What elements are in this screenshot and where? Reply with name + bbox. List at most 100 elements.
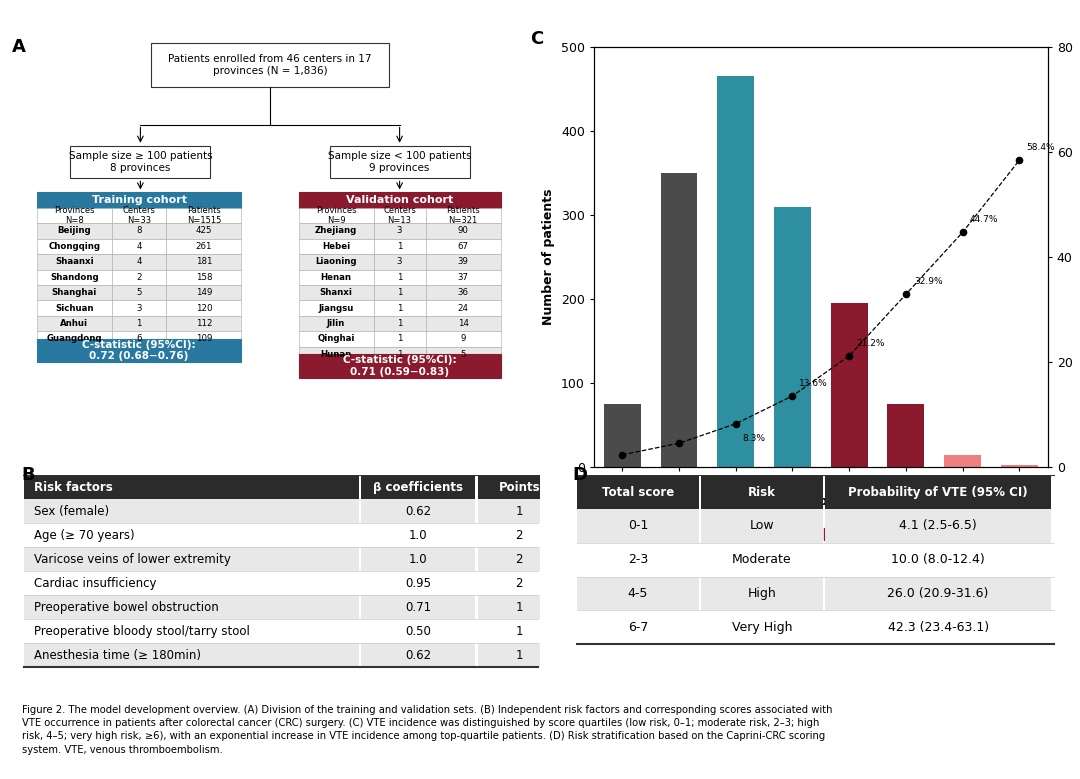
Text: 0.62: 0.62: [405, 505, 431, 518]
Text: 1: 1: [515, 601, 523, 614]
Text: 261: 261: [195, 242, 212, 251]
FancyBboxPatch shape: [37, 301, 112, 315]
Text: Low: Low: [750, 520, 774, 532]
FancyBboxPatch shape: [112, 224, 166, 238]
FancyBboxPatch shape: [825, 475, 1051, 509]
Text: Very High: Very High: [731, 621, 793, 634]
FancyBboxPatch shape: [361, 523, 475, 547]
Text: 0-1: 0-1: [627, 520, 648, 532]
FancyBboxPatch shape: [37, 315, 112, 331]
Text: Provinces
N=8: Provinces N=8: [54, 206, 95, 225]
FancyBboxPatch shape: [477, 619, 561, 643]
FancyBboxPatch shape: [577, 475, 699, 509]
FancyBboxPatch shape: [361, 571, 475, 595]
FancyBboxPatch shape: [361, 475, 475, 499]
FancyBboxPatch shape: [112, 331, 166, 347]
FancyBboxPatch shape: [374, 254, 426, 270]
Text: Hunan: Hunan: [321, 350, 352, 359]
Text: 6-7: 6-7: [627, 621, 648, 634]
Bar: [604, 404, 640, 467]
FancyBboxPatch shape: [426, 224, 501, 238]
Text: 4.6%: 4.6%: [674, 495, 698, 503]
Text: B: B: [22, 467, 35, 485]
FancyBboxPatch shape: [112, 285, 166, 301]
FancyBboxPatch shape: [374, 347, 426, 362]
Text: Henan: Henan: [321, 273, 352, 282]
Text: 21.2%: 21.2%: [856, 339, 885, 348]
Text: Shaanxi: Shaanxi: [55, 257, 94, 266]
FancyBboxPatch shape: [24, 499, 359, 523]
Text: 24: 24: [458, 304, 469, 312]
Text: Provinces
N=9: Provinces N=9: [315, 206, 356, 225]
Text: Figure 2. The model development overview. (A) Division of the training and valid: Figure 2. The model development overview…: [22, 705, 832, 755]
Text: Beijing: Beijing: [57, 227, 91, 235]
Text: Moderate: Moderate: [732, 553, 792, 566]
FancyBboxPatch shape: [477, 547, 561, 571]
FancyBboxPatch shape: [37, 238, 112, 254]
FancyBboxPatch shape: [166, 285, 242, 301]
Text: 2: 2: [515, 576, 523, 590]
FancyBboxPatch shape: [166, 208, 242, 224]
X-axis label: Total points: Total points: [777, 495, 865, 508]
Text: Anesthesia time (≥ 180min): Anesthesia time (≥ 180min): [33, 649, 201, 661]
FancyBboxPatch shape: [361, 643, 475, 667]
Text: Sex (female): Sex (female): [33, 505, 109, 518]
Text: 4-5: 4-5: [627, 587, 648, 600]
Text: 1.0: 1.0: [409, 552, 428, 566]
Text: Sample size ≥ 100 patients
8 provinces: Sample size ≥ 100 patients 8 provinces: [69, 151, 212, 173]
FancyBboxPatch shape: [37, 192, 242, 208]
FancyBboxPatch shape: [298, 254, 374, 270]
Text: Risk: Risk: [748, 485, 775, 499]
Text: β coefficients: β coefficients: [374, 481, 463, 494]
Text: 1: 1: [396, 334, 403, 344]
Bar: [944, 455, 981, 467]
FancyBboxPatch shape: [112, 254, 166, 270]
FancyBboxPatch shape: [374, 224, 426, 238]
FancyBboxPatch shape: [24, 523, 359, 547]
FancyBboxPatch shape: [374, 208, 426, 224]
FancyBboxPatch shape: [361, 547, 475, 571]
Text: Jiangsu: Jiangsu: [319, 304, 354, 312]
Text: 32.9%: 32.9%: [915, 277, 943, 287]
FancyBboxPatch shape: [298, 192, 501, 208]
FancyBboxPatch shape: [166, 238, 242, 254]
Text: 1.0: 1.0: [409, 529, 428, 541]
FancyBboxPatch shape: [329, 146, 470, 178]
Text: 0.62: 0.62: [405, 649, 431, 661]
Text: 1: 1: [396, 319, 403, 328]
FancyBboxPatch shape: [37, 208, 112, 224]
Text: Sichuan: Sichuan: [55, 304, 94, 312]
Text: Liaoning: Liaoning: [315, 257, 356, 266]
FancyBboxPatch shape: [298, 354, 501, 378]
Text: Training cohort: Training cohort: [92, 195, 187, 205]
FancyBboxPatch shape: [24, 547, 359, 571]
Text: 90: 90: [458, 227, 469, 235]
Text: C-statistic (95%CI):
0.72 (0.68−0.76): C-statistic (95%CI): 0.72 (0.68−0.76): [82, 340, 195, 361]
Text: Preoperative bloody stool/tarry stool: Preoperative bloody stool/tarry stool: [33, 625, 249, 638]
Text: 3: 3: [396, 257, 403, 266]
FancyBboxPatch shape: [374, 301, 426, 315]
Text: 39: 39: [458, 257, 469, 266]
FancyBboxPatch shape: [298, 224, 374, 238]
FancyBboxPatch shape: [298, 347, 374, 362]
FancyBboxPatch shape: [825, 543, 1051, 576]
Text: 158: 158: [195, 273, 212, 282]
FancyBboxPatch shape: [477, 499, 561, 523]
Text: 109: 109: [195, 334, 212, 344]
Text: Hebei: Hebei: [322, 242, 350, 251]
Text: Guangdong: Guangdong: [46, 334, 102, 344]
FancyBboxPatch shape: [112, 301, 166, 315]
Text: 5: 5: [136, 288, 141, 297]
Text: 26.0 (20.9-31.6): 26.0 (20.9-31.6): [888, 587, 989, 600]
Text: Preoperative bowel obstruction: Preoperative bowel obstruction: [33, 601, 218, 614]
FancyBboxPatch shape: [166, 270, 242, 285]
FancyBboxPatch shape: [426, 331, 501, 347]
Text: Points: Points: [499, 481, 540, 494]
FancyBboxPatch shape: [24, 571, 359, 595]
Text: Probability of VTE (95% CI): Probability of VTE (95% CI): [848, 485, 1028, 499]
Text: 112: 112: [195, 319, 212, 328]
Legend: Low, Moderate, High, Very high: Low, Moderate, High, Very high: [669, 523, 973, 545]
Text: 1: 1: [515, 505, 523, 518]
Text: 0.95: 0.95: [405, 576, 431, 590]
FancyBboxPatch shape: [477, 571, 561, 595]
